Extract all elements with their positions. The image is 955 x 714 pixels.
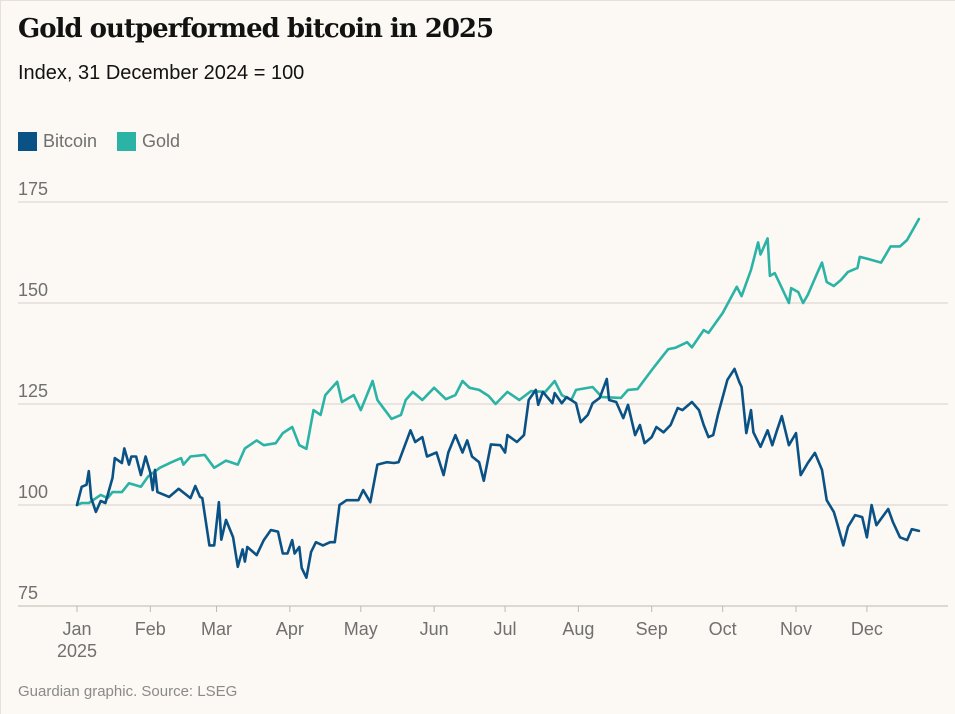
legend-label-gold: Gold [142, 131, 181, 151]
legend-swatch-bitcoin [18, 132, 37, 151]
y-tick-label: 75 [18, 583, 38, 603]
y-tick-label: 125 [18, 381, 48, 401]
x-tick-label: May [344, 619, 378, 639]
y-tick-label: 100 [18, 482, 48, 502]
chart-title: Gold outperformed bitcoin in 2025 [18, 14, 494, 44]
x-tick-label: Oct [709, 619, 737, 639]
x-tick-label: Jul [494, 619, 517, 639]
y-tick-label: 175 [18, 179, 48, 199]
x-tick-label: Sep [636, 619, 668, 639]
x-tick-label: Aug [562, 619, 594, 639]
source-note: Guardian graphic. Source: LSEG [18, 683, 238, 700]
x-tick-label: Nov [780, 619, 812, 639]
x-tick-label: Jun [420, 619, 449, 639]
x-tick-label: Mar [201, 619, 232, 639]
x-tick-label: Jan [62, 619, 91, 639]
x-tick-label: Dec [851, 619, 883, 639]
chart-subtitle: Index, 31 December 2024 = 100 [18, 62, 305, 84]
series-line-gold [75, 217, 921, 507]
x-tick-label: Apr [276, 619, 304, 639]
x-tick-year-label: 2025 [57, 641, 97, 661]
y-tick-label: 150 [18, 280, 48, 300]
x-tick-label: Feb [135, 619, 166, 639]
legend-swatch-gold [117, 132, 137, 151]
legend-item-bitcoin: Bitcoin [18, 131, 97, 152]
series-line-bitcoin [75, 367, 921, 579]
legend-label-bitcoin: Bitcoin [43, 131, 98, 151]
legend: Bitcoin Gold [18, 131, 180, 152]
legend-item-gold: Gold [117, 131, 180, 152]
